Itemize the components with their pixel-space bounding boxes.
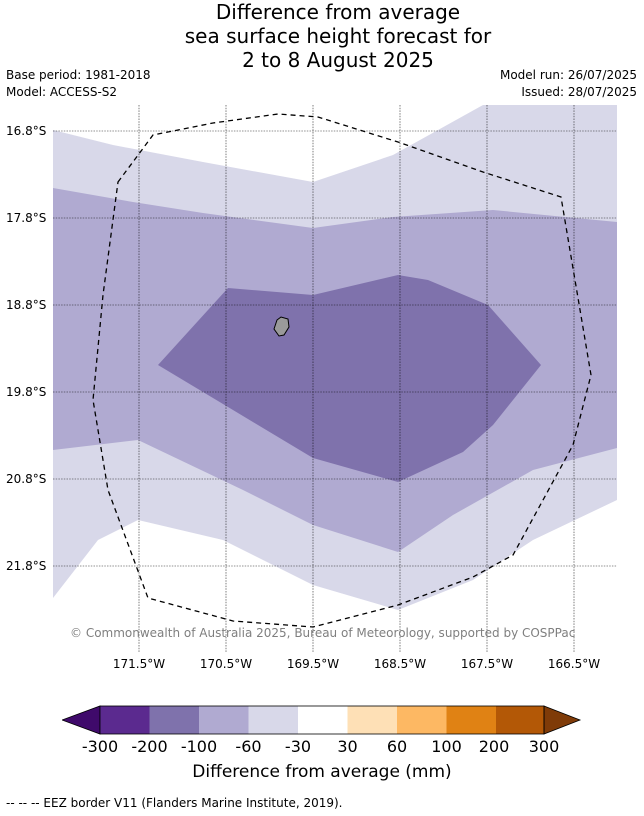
colorbar-frame — [99, 705, 545, 735]
meta-left: Base period: 1981-2018 Model: ACCESS-S2 — [6, 67, 151, 101]
colorbar-tick-3: -100 — [180, 737, 218, 756]
map-svg — [53, 105, 617, 653]
lat-label-5: 20.8°S — [6, 472, 47, 486]
colorbar-tick-5: -30 — [284, 737, 312, 756]
colorbar-swatch-6 — [347, 706, 397, 734]
lon-label-3: 169.5°W — [286, 657, 340, 671]
lat-label-6: 21.8°S — [6, 559, 47, 573]
lon-label-6: 166.5°W — [547, 657, 601, 671]
colorbar-tick-2: -200 — [131, 737, 168, 756]
colorbar-swatch-8 — [446, 706, 496, 734]
colorbar-tick-10: 300 — [528, 737, 560, 756]
colorbar-swatch-7 — [397, 706, 447, 734]
colorbar-tick-4: -60 — [235, 737, 262, 756]
eez-border — [92, 113, 592, 628]
model-name: Model: ACCESS-S2 — [6, 85, 118, 99]
lon-label-5: 167.5°W — [460, 657, 514, 671]
colorbar-tick-6: 30 — [337, 737, 358, 756]
colorbar-swatch-5 — [298, 706, 348, 734]
colorbar-swatch-2 — [149, 706, 199, 734]
colorbar-swatch-4 — [248, 706, 298, 734]
colorbar-tick-8: 100 — [431, 737, 462, 756]
title-line-3: 2 to 8 August 2025 — [242, 48, 434, 72]
meta-right: Model run: 26/07/2025 Issued: 28/07/2025 — [500, 67, 637, 101]
colorbar-swatch-3 — [199, 706, 249, 734]
eez-footnote: -- -- -- EEZ border V11 (Flanders Marine… — [6, 796, 343, 810]
graticule — [53, 105, 617, 653]
colorbar-swatch-1 — [100, 706, 150, 734]
map-panel — [53, 105, 617, 653]
colorbar-extend-low — [62, 705, 101, 735]
title-line-1: Difference from average — [215, 0, 461, 24]
lat-label-3: 18.8°S — [6, 298, 47, 312]
lon-label-1: 171.5°W — [112, 657, 166, 671]
colorbar-tick-1: -300 — [81, 737, 119, 756]
model-run: Model run: 26/07/2025 — [499, 68, 637, 82]
colorbar-extend-high — [543, 705, 582, 735]
colorbar-tick-7: 60 — [386, 737, 408, 756]
colorbar-swatch-9 — [496, 706, 544, 734]
lon-label-4: 168.5°W — [373, 657, 427, 671]
base-period: Base period: 1981-2018 — [6, 68, 151, 82]
issued-date: Issued: 28/07/2025 — [521, 85, 637, 99]
lat-label-1: 16.8°S — [6, 124, 47, 138]
colorbar — [62, 705, 582, 735]
lat-label-4: 19.8°S — [6, 385, 47, 399]
colorbar-tick-9: 200 — [478, 737, 510, 756]
niue-island — [273, 316, 290, 337]
lon-label-2: 170.5°W — [199, 657, 253, 671]
lat-label-2: 17.8°S — [6, 211, 47, 225]
chart-title: Difference from average sea surface heig… — [0, 0, 644, 72]
band-dark — [158, 275, 541, 482]
band-white-bottom — [53, 500, 617, 653]
colorbar-label: Difference from average (mm) — [192, 762, 452, 782]
copyright-text: © Commonwealth of Australia 2025, Bureau… — [70, 626, 576, 640]
title-line-2: sea surface height forecast for — [184, 24, 492, 48]
